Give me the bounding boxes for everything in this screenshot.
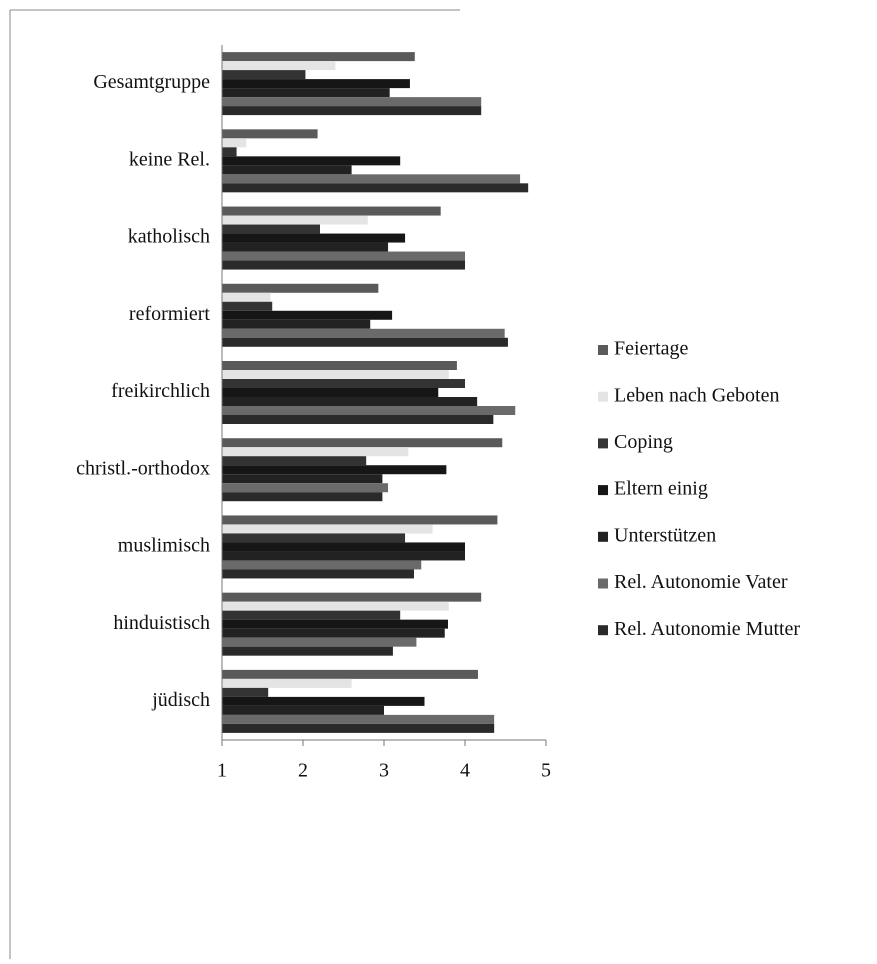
bar — [222, 260, 465, 270]
bar — [222, 251, 465, 261]
bar — [222, 52, 415, 62]
bar — [222, 174, 521, 184]
bar — [222, 361, 457, 370]
bar — [222, 301, 273, 311]
bar — [222, 406, 516, 415]
bar — [222, 610, 401, 620]
bar — [222, 379, 465, 388]
bar — [222, 370, 449, 379]
bar — [222, 723, 495, 733]
bar — [222, 61, 336, 71]
bar — [222, 292, 271, 302]
bar — [222, 310, 393, 320]
y-tick-label: keine Rel. — [129, 148, 210, 170]
bar — [222, 242, 389, 252]
bar — [222, 328, 505, 338]
legend-swatch — [598, 485, 608, 496]
bar — [222, 129, 318, 139]
bar — [222, 206, 441, 216]
bar — [222, 233, 406, 243]
bar — [222, 388, 439, 397]
bar — [222, 619, 448, 629]
bar — [222, 165, 352, 175]
legend-label: Coping — [614, 431, 673, 453]
bar — [222, 714, 495, 724]
bar — [222, 696, 425, 706]
bar — [222, 646, 393, 656]
bar — [222, 283, 379, 293]
bar — [222, 465, 447, 475]
bar — [222, 183, 529, 193]
bar — [222, 215, 368, 225]
legend-swatch — [598, 391, 608, 402]
legend-label: Rel. Autonomie Mutter — [614, 618, 800, 640]
bar — [222, 156, 401, 166]
bar — [222, 337, 508, 347]
legend-label: Leben nach Geboten — [614, 384, 779, 406]
y-tick-label: reformiert — [129, 303, 211, 325]
bar — [222, 138, 247, 148]
x-tick-label: 5 — [541, 760, 551, 782]
bar — [222, 397, 478, 406]
legend-label: Unterstützen — [614, 524, 716, 546]
bar — [222, 669, 478, 679]
bar — [222, 483, 389, 493]
y-tick-label: Gesamtgruppe — [93, 71, 210, 93]
bar — [222, 456, 367, 466]
bar — [222, 447, 409, 457]
x-tick-label: 3 — [379, 760, 389, 782]
bar — [222, 628, 445, 638]
bar — [222, 569, 414, 579]
bar — [222, 705, 384, 715]
bar — [222, 637, 417, 647]
bar — [222, 106, 482, 116]
bar — [222, 438, 503, 448]
legend-swatch — [598, 345, 608, 355]
bar — [222, 524, 433, 534]
bar — [222, 492, 383, 502]
bar — [222, 592, 482, 602]
legend-label: Eltern einig — [614, 478, 708, 500]
bar — [222, 678, 352, 688]
y-tick-label: christl.-orthodox — [76, 457, 210, 479]
bar — [222, 601, 449, 611]
legend-label: Rel. Autonomie Vater — [614, 571, 788, 593]
bar — [222, 415, 494, 424]
x-tick-label: 1 — [217, 760, 227, 782]
bar — [222, 542, 465, 552]
bar — [222, 70, 306, 80]
bar — [222, 319, 371, 329]
legend-swatch — [598, 625, 608, 636]
legend-label: Feiertage — [614, 338, 689, 360]
bar — [222, 79, 410, 89]
y-tick-label: freikirchlich — [111, 380, 210, 402]
x-tick-label: 4 — [460, 760, 470, 782]
bar — [222, 97, 482, 107]
bar — [222, 474, 383, 484]
legend-swatch — [598, 438, 608, 449]
bar — [222, 515, 498, 525]
y-tick-label: jüdisch — [151, 689, 210, 711]
bar — [222, 687, 269, 697]
y-tick-label: hinduistisch — [113, 612, 210, 634]
legend-swatch — [598, 531, 608, 542]
bar — [222, 147, 237, 157]
bar — [222, 551, 465, 561]
y-tick-label: katholisch — [128, 226, 210, 248]
bar — [222, 224, 321, 234]
legend-swatch — [598, 578, 608, 589]
x-tick-label: 2 — [298, 760, 308, 782]
bar — [222, 88, 390, 98]
bar — [222, 560, 422, 570]
y-tick-label: muslimisch — [118, 535, 210, 557]
bar — [222, 533, 406, 543]
